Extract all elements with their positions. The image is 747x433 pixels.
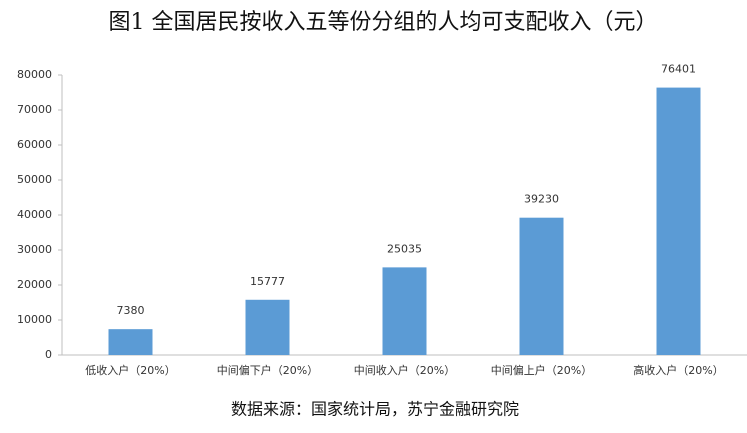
y-tick-label: 20000 (17, 278, 52, 291)
bar (519, 217, 564, 355)
x-tick-label: 低收入户（20%） (85, 363, 175, 377)
y-tick-label: 0 (45, 348, 52, 361)
bar (656, 87, 701, 355)
y-tick-label: 70000 (17, 103, 52, 116)
chart-title: 图1 全国居民按收入五等份分组的人均可支配收入（元） (109, 10, 658, 35)
value-label: 15777 (250, 275, 285, 288)
source-note: 数据来源：国家统计局，苏宁金融研究院 (231, 400, 519, 419)
x-tick-label: 中间偏上户（20%） (491, 363, 592, 377)
y-tick-label: 80000 (17, 68, 52, 81)
value-label: 7380 (117, 304, 145, 317)
x-tick-label: 中间偏下户（20%） (217, 363, 318, 377)
y-tick-label: 60000 (17, 138, 52, 151)
bar (245, 299, 290, 355)
y-tick-label: 30000 (17, 243, 52, 256)
y-tick-label: 50000 (17, 173, 52, 186)
x-tick-label: 中间收入户（20%） (354, 363, 455, 377)
bar (382, 267, 427, 355)
x-tick-label: 高收入户（20%） (633, 363, 723, 377)
value-label: 39230 (524, 193, 559, 206)
y-tick-label: 10000 (17, 313, 52, 326)
y-tick-label: 40000 (17, 208, 52, 221)
value-label: 76401 (661, 63, 696, 76)
bar (108, 329, 153, 355)
value-label: 25035 (387, 242, 422, 255)
